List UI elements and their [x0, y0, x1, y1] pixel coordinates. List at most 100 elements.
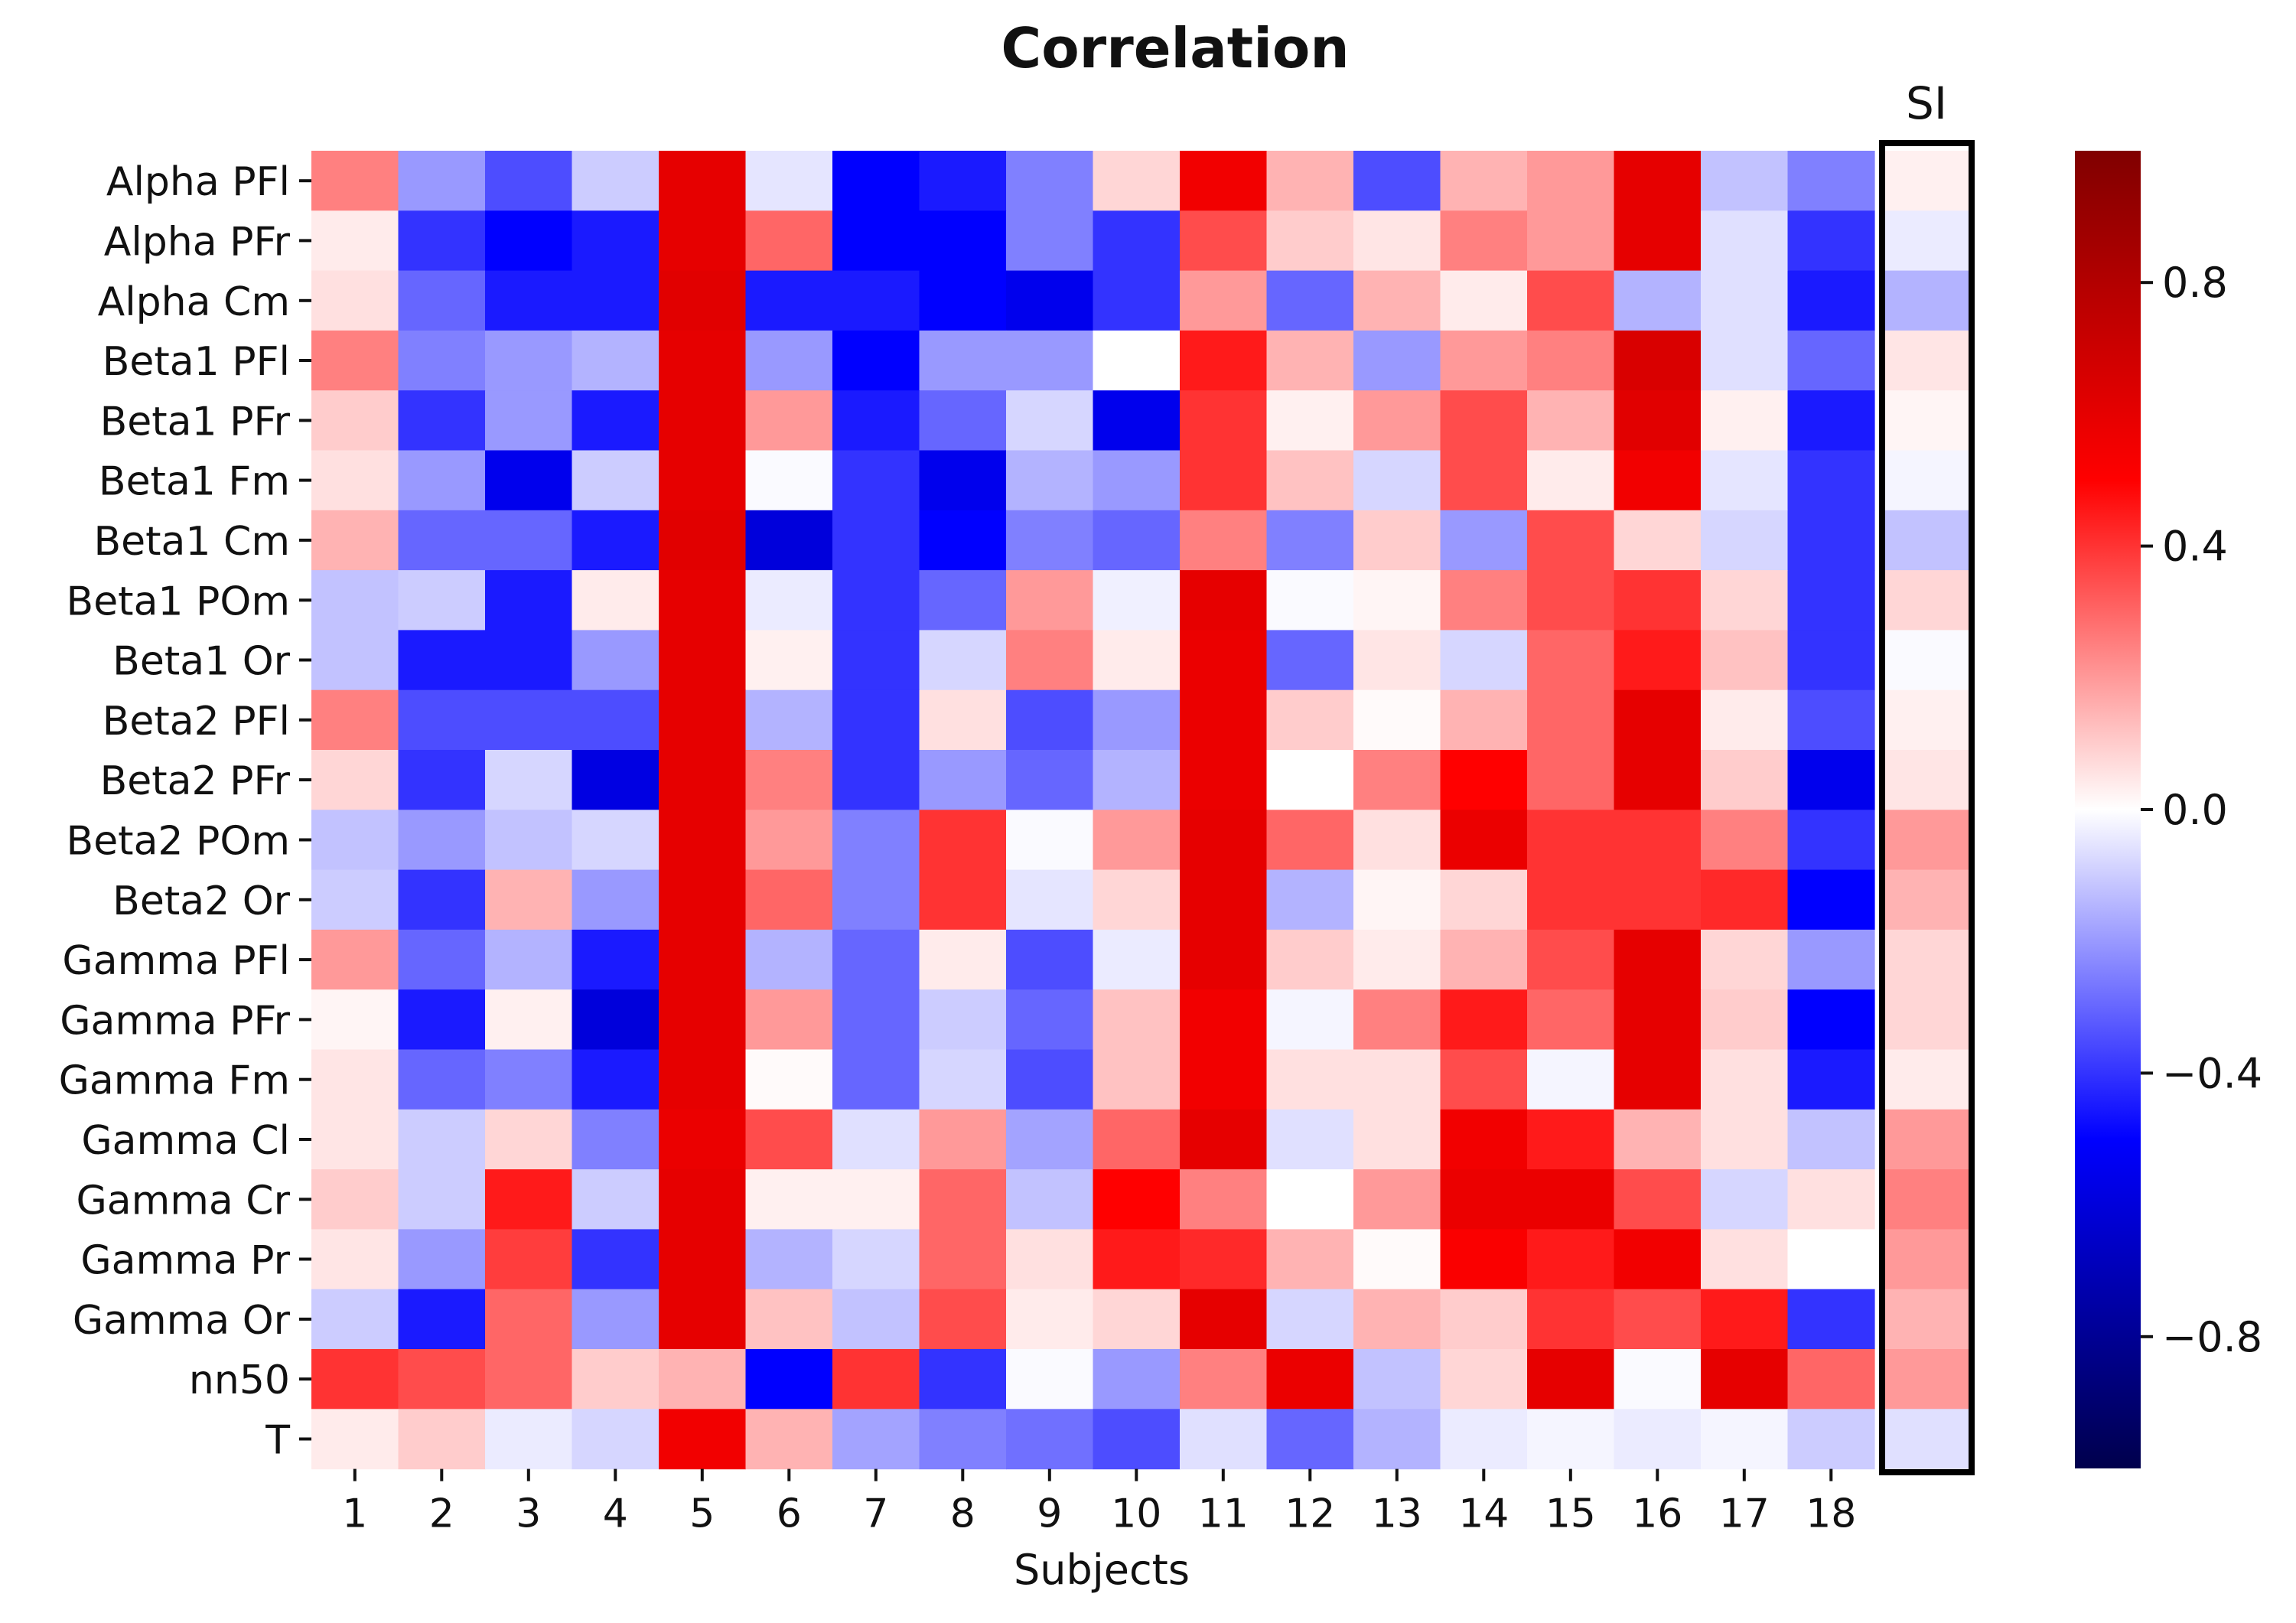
heatmap-cell	[1787, 1289, 1875, 1350]
heatmap-cell	[745, 869, 833, 930]
heatmap-cell	[1180, 1409, 1268, 1470]
heatmap-cell	[572, 869, 659, 930]
heatmap-cell	[1353, 510, 1441, 571]
heatmap-cell	[572, 929, 659, 990]
heatmap-cell	[1440, 1409, 1528, 1470]
heatmap-cell	[1180, 869, 1268, 930]
heatmap-cell	[1266, 689, 1354, 751]
heatmap-cell	[1006, 450, 1094, 511]
heatmap-cell	[1440, 989, 1528, 1051]
heatmap-cell	[1266, 929, 1354, 990]
heatmap-cell	[1440, 1049, 1528, 1110]
heatmap-cell	[1787, 1109, 1875, 1170]
heatmap-cell	[745, 1409, 833, 1470]
heatmap-cell	[572, 630, 659, 691]
heatmap-cell	[311, 1229, 399, 1290]
heatmap-cell	[1353, 1169, 1441, 1230]
row-label: Beta2 PFr	[100, 758, 291, 804]
heatmap-cell	[1093, 510, 1181, 571]
column-labels: 1 2 3 4 5 6 7 8 9 10 11 12 13 14 15 16 17 18	[342, 1468, 1856, 1537]
heatmap-cell	[1353, 450, 1441, 511]
heatmap-cell	[1006, 390, 1094, 451]
heatmap-cell	[572, 1169, 659, 1230]
si-cell	[1885, 989, 1969, 1051]
heatmap-cell	[398, 151, 486, 211]
heatmap-cell	[1787, 151, 1875, 211]
heatmap-cell	[745, 1229, 833, 1290]
heatmap-cell	[1180, 330, 1268, 391]
heatmap-cell	[572, 810, 659, 871]
column-label: 3	[516, 1491, 541, 1537]
heatmap-cell	[1701, 390, 1789, 451]
column-label: 2	[429, 1491, 454, 1537]
heatmap-cell	[311, 450, 399, 511]
heatmap-cell	[1787, 570, 1875, 631]
heatmap-cell	[1440, 869, 1528, 930]
heatmap-cell	[572, 1049, 659, 1110]
column-label: 18	[1806, 1491, 1856, 1537]
heatmap-cell	[745, 1109, 833, 1170]
heatmap-cell	[1266, 869, 1354, 930]
heatmap-cell	[1093, 689, 1181, 751]
row-label: Gamma Cr	[76, 1178, 290, 1224]
heatmap-cell	[659, 1109, 747, 1170]
row-label: Alpha PFl	[106, 159, 290, 205]
heatmap-cell	[572, 1109, 659, 1170]
heatmap-cell	[1440, 1349, 1528, 1410]
heatmap-cell	[398, 1409, 486, 1470]
heatmap-cell	[745, 689, 833, 751]
heatmap-cell	[1093, 1409, 1181, 1470]
heatmap-cell	[1440, 689, 1528, 751]
heatmap-cell	[398, 1349, 486, 1410]
heatmap-cell	[1266, 1409, 1354, 1470]
heatmap-cell	[1440, 270, 1528, 331]
si-cell	[1885, 510, 1969, 571]
colorbar-tick-label: 0.8	[2162, 259, 2228, 307]
heatmap-cell	[1527, 869, 1615, 930]
heatmap-cell	[1440, 510, 1528, 571]
heatmap-cell	[919, 570, 1007, 631]
heatmap-cell	[1787, 510, 1875, 571]
heatmap-cell	[1006, 1049, 1094, 1110]
heatmap-cell	[1787, 750, 1875, 810]
heatmap-cell	[1614, 1289, 1702, 1350]
heatmap-cell	[398, 510, 486, 571]
heatmap-cell	[1353, 929, 1441, 990]
heatmap-cell	[1266, 1169, 1354, 1230]
heatmap-cell	[1266, 630, 1354, 691]
heatmap-cell	[832, 989, 920, 1051]
heatmap-cell	[1006, 929, 1094, 990]
heatmap-cell	[485, 929, 573, 990]
column-label: 7	[863, 1491, 888, 1537]
heatmap-cell	[1787, 270, 1875, 331]
heatmap-cell	[1701, 689, 1789, 751]
heatmap-cell	[485, 1289, 573, 1350]
heatmap-cell	[572, 1289, 659, 1350]
si-cell	[1885, 1229, 1969, 1290]
heatmap-cell	[311, 330, 399, 391]
column-label: 10	[1111, 1491, 1161, 1537]
heatmap-cell	[1353, 989, 1441, 1051]
heatmap-cell	[1006, 750, 1094, 810]
heatmap-cell	[311, 1109, 399, 1170]
heatmap-cell	[1614, 330, 1702, 391]
heatmap-cell	[1614, 810, 1702, 871]
heatmap-cell	[1353, 630, 1441, 691]
heatmap-cell	[1093, 450, 1181, 511]
heatmap-cell	[1353, 1049, 1441, 1110]
heatmap-cell	[1787, 630, 1875, 691]
row-label: Gamma PFr	[60, 998, 290, 1044]
heatmap-cell	[1701, 1169, 1789, 1230]
heatmap-cell	[1093, 989, 1181, 1051]
row-label: Beta2 Or	[112, 878, 290, 924]
heatmap-cell	[659, 570, 747, 631]
heatmap-cell	[1527, 1169, 1615, 1230]
heatmap-cell	[1006, 570, 1094, 631]
heatmap-cell	[572, 750, 659, 810]
heatmap-cell	[1266, 1349, 1354, 1410]
column-label: 8	[950, 1491, 975, 1537]
heatmap-cell	[1701, 570, 1789, 631]
heatmap-cell	[311, 210, 399, 272]
heatmap-cell	[1614, 1409, 1702, 1470]
heatmap-cell	[659, 390, 747, 451]
